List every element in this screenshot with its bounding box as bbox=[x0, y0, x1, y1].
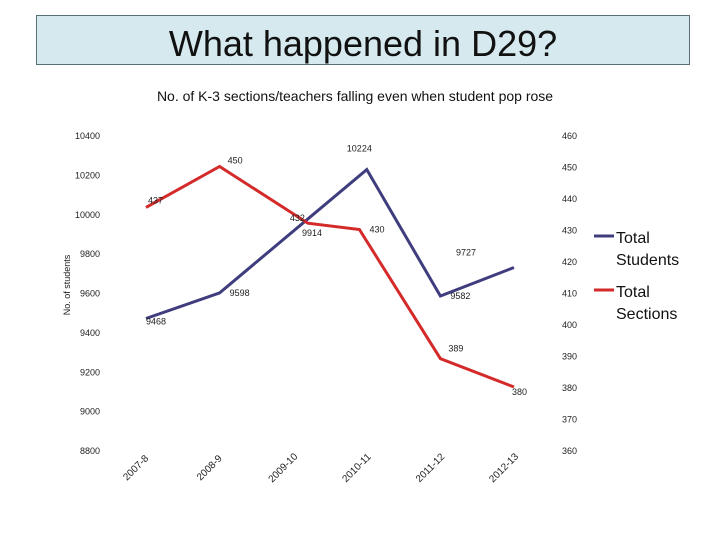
y2-tick-label: 380 bbox=[562, 383, 577, 393]
y2-tick-label: 410 bbox=[562, 289, 577, 299]
data-label: 430 bbox=[369, 225, 384, 235]
x-tick-label: 2012-13 bbox=[487, 451, 521, 485]
data-label: 437 bbox=[148, 195, 163, 205]
x-tick-label: 2009-10 bbox=[267, 451, 301, 485]
data-label: 10224 bbox=[347, 144, 372, 154]
data-label: 9598 bbox=[230, 288, 250, 298]
y2-tick-label: 360 bbox=[562, 446, 577, 456]
y2-tick-label: 440 bbox=[562, 194, 577, 204]
series-line-1 bbox=[145, 167, 515, 320]
y-axis-label: No. of students bbox=[62, 254, 72, 315]
chart-title: No. of K-3 sections/teachers falling eve… bbox=[157, 88, 553, 104]
legend-label-1: Total Students bbox=[616, 230, 679, 269]
data-label: 9468 bbox=[146, 316, 166, 326]
y2-tick-label: 420 bbox=[562, 257, 577, 267]
x-tick-label: 2007-8 bbox=[121, 453, 151, 483]
y-tick-label: 9000 bbox=[80, 407, 100, 417]
x-tick-label: 2008-9 bbox=[195, 453, 225, 483]
y-tick-label: 10000 bbox=[75, 210, 100, 220]
data-label: 380 bbox=[512, 387, 527, 397]
y-tick-label: 10200 bbox=[75, 170, 100, 180]
y2-tick-label: 430 bbox=[562, 226, 577, 236]
y-tick-label: 8800 bbox=[80, 446, 100, 456]
y-tick-label: 9600 bbox=[80, 289, 100, 299]
y-tick-label: 9800 bbox=[80, 249, 100, 259]
y-tick-label: 9400 bbox=[80, 328, 100, 338]
legend-label-2: Total Sections bbox=[616, 284, 677, 323]
y2-tick-label: 390 bbox=[562, 352, 577, 362]
data-label: 450 bbox=[228, 156, 243, 166]
y2-tick-label: 400 bbox=[562, 320, 577, 330]
x-tick-label: 2011-12 bbox=[414, 451, 448, 485]
y2-tick-label: 460 bbox=[562, 131, 577, 141]
data-label: 9727 bbox=[456, 247, 476, 257]
page-title: What happened in D29? bbox=[168, 23, 558, 64]
data-label: 389 bbox=[448, 344, 463, 354]
data-label: 9582 bbox=[450, 291, 470, 301]
x-tick-label: 2010-11 bbox=[340, 451, 374, 485]
title-banner: What happened in D29? bbox=[36, 15, 690, 65]
y-tick-label: 10400 bbox=[75, 131, 100, 141]
annotation-label: 9914 bbox=[302, 228, 322, 238]
series-line-2 bbox=[145, 164, 515, 389]
data-label: 432 bbox=[290, 213, 305, 223]
y-tick-label: 9200 bbox=[80, 367, 100, 377]
y2-tick-label: 450 bbox=[562, 163, 577, 173]
y2-tick-label: 370 bbox=[562, 415, 577, 425]
